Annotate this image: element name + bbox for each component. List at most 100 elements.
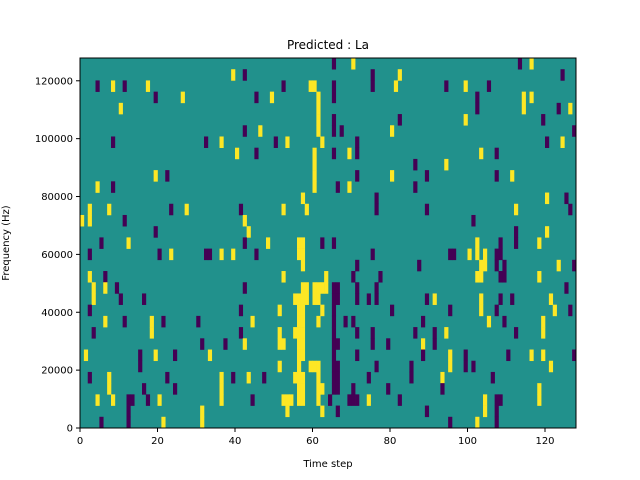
heatmap-cell-purple bbox=[374, 360, 379, 373]
heatmap-cell-purple bbox=[242, 282, 247, 294]
heatmap-cell-yellow bbox=[149, 327, 154, 339]
heatmap-cell-purple bbox=[204, 248, 209, 261]
heatmap-cell-purple bbox=[374, 293, 379, 305]
heatmap-cell-purple bbox=[351, 271, 356, 283]
axes-frame bbox=[79, 57, 577, 429]
heatmap-cell-purple bbox=[463, 349, 468, 362]
heatmap-cell-yellow bbox=[324, 282, 329, 294]
heatmap-cell-purple bbox=[335, 383, 340, 395]
heatmap-cell-yellow bbox=[219, 371, 224, 384]
heatmap-cell-yellow bbox=[300, 293, 306, 305]
heatmap-cell-purple bbox=[421, 315, 426, 328]
heatmap-cell-purple bbox=[424, 170, 430, 182]
heatmap-cell-yellow bbox=[537, 383, 542, 395]
heatmap-cell-purple bbox=[111, 136, 116, 148]
heatmap-cell-yellow bbox=[300, 327, 306, 339]
heatmap-cell-purple bbox=[390, 304, 395, 317]
heatmap-cell-purple bbox=[448, 248, 453, 261]
heatmap-cell-yellow bbox=[483, 259, 488, 272]
heatmap-cell-purple bbox=[153, 226, 158, 238]
heatmap-cell-yellow bbox=[304, 282, 309, 294]
heatmap-cell-purple bbox=[351, 315, 356, 328]
heatmap-cell-yellow bbox=[475, 416, 480, 429]
heatmap-cell-yellow bbox=[242, 214, 247, 227]
heatmap-cell-yellow bbox=[219, 394, 224, 406]
heatmap-cell-yellow bbox=[467, 248, 472, 261]
heatmap-cell-purple bbox=[366, 371, 371, 384]
heatmap-cell-yellow bbox=[300, 371, 306, 384]
heatmap-cell-purple bbox=[204, 136, 209, 148]
heatmap-cell-yellow bbox=[545, 192, 550, 205]
heatmap-cell-yellow bbox=[320, 383, 325, 395]
heatmap-cell-purple bbox=[498, 248, 503, 261]
heatmap-cell-purple bbox=[494, 394, 499, 406]
heatmap-cell-yellow bbox=[83, 349, 89, 362]
heatmap-cell-yellow bbox=[200, 416, 205, 429]
heatmap-cell-yellow bbox=[479, 147, 484, 160]
heatmap-cell-yellow bbox=[258, 125, 263, 137]
heatmap-cell-yellow bbox=[316, 114, 321, 126]
heatmap-cell-yellow bbox=[463, 114, 468, 126]
heatmap-cell-purple bbox=[444, 80, 449, 92]
heatmap-cell-yellow bbox=[103, 315, 108, 328]
heatmap-cell-yellow bbox=[297, 360, 302, 373]
heatmap-cell-purple bbox=[355, 259, 360, 272]
heatmap-cell-purple bbox=[564, 192, 569, 205]
heatmap-cell-yellow bbox=[316, 315, 321, 328]
heatmap-cell-purple bbox=[351, 383, 356, 395]
heatmap-cell-purple bbox=[494, 416, 499, 429]
heatmap-cell-purple bbox=[87, 304, 92, 317]
heatmap-cell-yellow bbox=[421, 338, 426, 350]
heatmap-cell-purple bbox=[355, 293, 360, 305]
heatmap-cell-purple bbox=[328, 394, 333, 406]
heatmap-cell-yellow bbox=[297, 327, 302, 339]
heatmap-cell-yellow bbox=[277, 360, 282, 373]
heatmap-cell-yellow bbox=[347, 181, 352, 193]
heatmap-cell-purple bbox=[242, 125, 247, 137]
heatmap-cell-purple bbox=[273, 136, 278, 148]
heatmap-cell-purple bbox=[494, 304, 499, 317]
heatmap-cell-purple bbox=[335, 371, 340, 384]
heatmap-cell-yellow bbox=[521, 91, 526, 104]
heatmap-cell-yellow bbox=[537, 394, 542, 406]
heatmap-cell-yellow bbox=[312, 293, 317, 305]
heatmap-cell-yellow bbox=[560, 136, 565, 148]
heatmap-cell-yellow bbox=[277, 338, 282, 350]
heatmap-cell-purple bbox=[494, 259, 499, 272]
heatmap-cell-purple bbox=[165, 371, 170, 384]
heatmap-cell-purple bbox=[331, 91, 337, 104]
heatmap-cell-purple bbox=[370, 69, 375, 81]
heatmap-cell-yellow bbox=[529, 91, 534, 104]
axis-ticks: 0 20 40 60 80 100 120 0 20000 40000 60000 80000 1000… bbox=[35, 76, 555, 447]
heatmap-cell-purple bbox=[494, 147, 499, 160]
heatmap-cell-yellow bbox=[479, 293, 484, 305]
heatmap-cell-purple bbox=[250, 394, 255, 406]
heatmap-cell-yellow bbox=[541, 327, 546, 339]
heatmap-cell-yellow bbox=[316, 102, 321, 115]
heatmap-cell-yellow bbox=[297, 237, 302, 249]
heatmap-cell-yellow bbox=[107, 371, 112, 384]
heatmap-cell-purple bbox=[386, 383, 391, 395]
heatmap-cell-purple bbox=[281, 80, 286, 92]
heatmap-cell-purple bbox=[475, 91, 480, 104]
heatmap-cell-purple bbox=[335, 405, 340, 418]
heatmap-cell-purple bbox=[103, 271, 108, 283]
heatmap-cell-yellow bbox=[486, 315, 492, 328]
heatmap-cell-purple bbox=[331, 80, 337, 92]
heatmap-cell-purple bbox=[568, 203, 573, 216]
heatmap-cell-purple bbox=[490, 371, 495, 384]
heatmap-cell-yellow bbox=[297, 315, 302, 328]
heatmap-cell-purple bbox=[568, 304, 573, 317]
heatmap-cell-purple bbox=[572, 259, 577, 272]
heatmap-cell-yellow bbox=[366, 394, 371, 406]
heatmap-cell-purple bbox=[502, 271, 507, 283]
heatmap-cell-yellow bbox=[432, 293, 437, 305]
heatmap-cell-yellow bbox=[289, 394, 294, 406]
heatmap-cell-yellow bbox=[479, 271, 484, 283]
heatmap-cell-purple bbox=[254, 147, 259, 160]
heatmap-cell-purple bbox=[122, 214, 127, 227]
heatmap-cell-purple bbox=[238, 304, 244, 317]
plot-area bbox=[80, 58, 577, 429]
heatmap-cell-yellow bbox=[281, 394, 286, 406]
